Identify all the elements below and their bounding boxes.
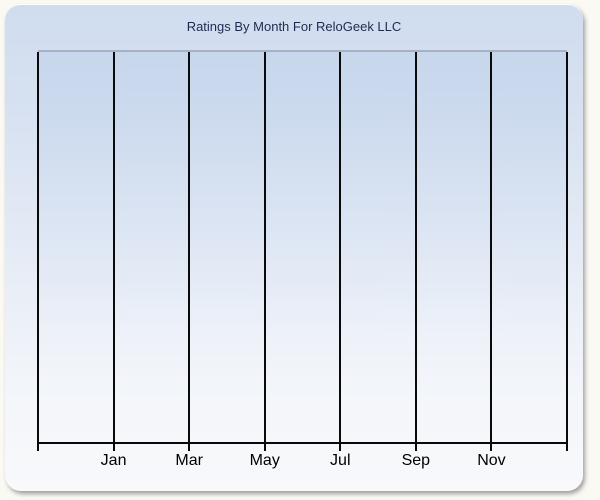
- gridline: [339, 52, 342, 451]
- x-axis-label: Jan: [100, 452, 127, 469]
- x-axis-label: Jul: [330, 452, 351, 469]
- gridline: [37, 52, 39, 451]
- gridline: [490, 52, 493, 451]
- chart-card: Ratings By Month For ReloGeek LLC Jan Mar…: [5, 4, 583, 491]
- x-axis-label: May: [249, 452, 280, 469]
- x-axis-label: Sep: [401, 452, 431, 469]
- chart-title: Ratings By Month For ReloGeek LLC: [186, 19, 402, 34]
- gridline: [414, 52, 417, 451]
- gridline: [263, 52, 266, 451]
- gridline: [112, 52, 115, 451]
- x-axis-label: Mar: [175, 452, 203, 469]
- gridline: [566, 52, 568, 451]
- gridline: [188, 52, 191, 451]
- x-axis-label: Nov: [477, 452, 506, 469]
- x-axis-line: [38, 442, 567, 444]
- plot-area: Jan Mar May Jul Sep Nov: [37, 50, 568, 469]
